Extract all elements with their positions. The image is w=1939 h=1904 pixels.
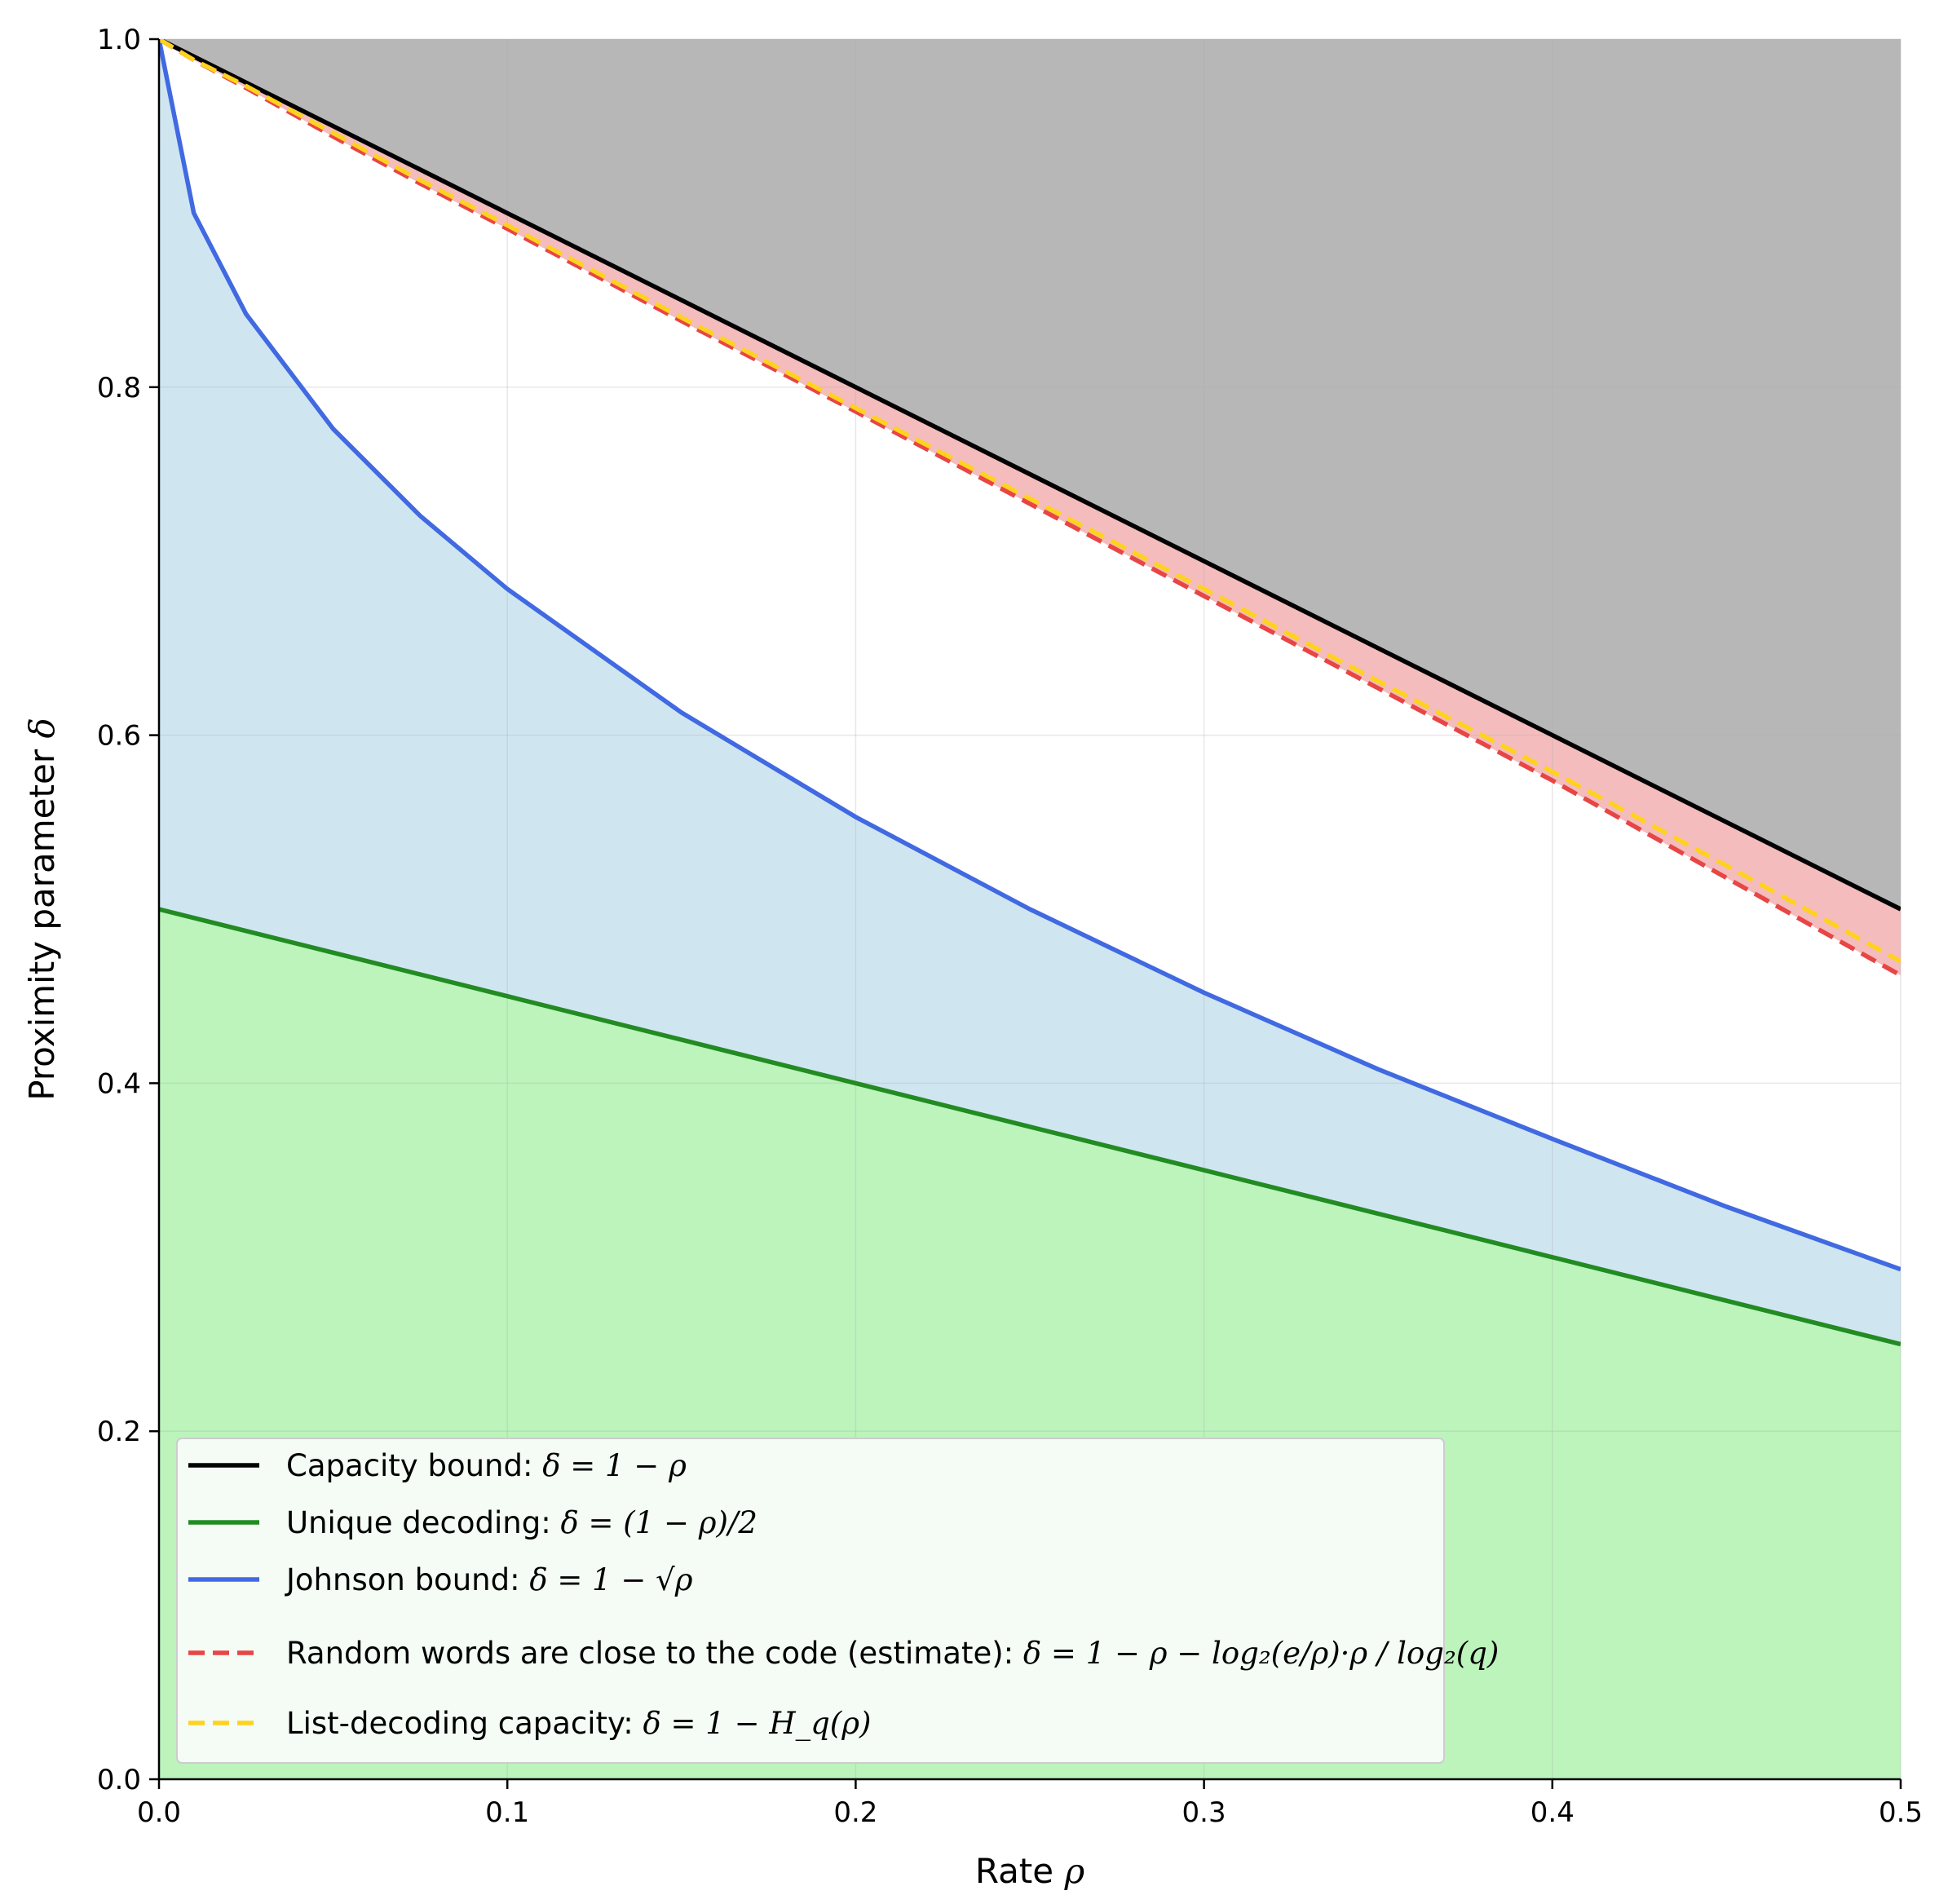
- legend-label-formula: δ = (1 − ρ)/2: [560, 1505, 757, 1540]
- axes-frame: [157, 39, 1901, 1781]
- y-tick-label: 0.6: [97, 720, 141, 753]
- legend-box: [176, 1438, 1445, 1764]
- x-tick-label: 0.1: [485, 1796, 529, 1829]
- x-tick-label: 0.3: [1182, 1796, 1226, 1829]
- legend-label-formula: δ = 1 − ρ − log₂(e/ρ)·ρ / log₂(q): [1023, 1636, 1499, 1671]
- y-tick-label: 0.8: [97, 372, 141, 404]
- legend-label: Johnson bound: δ = 1 − √ρ: [285, 1562, 693, 1597]
- series-line-0: [159, 39, 1901, 912]
- legend-label-formula: δ = 1 − ρ: [542, 1448, 687, 1483]
- legend-label-text: Capacity bound:: [286, 1448, 542, 1483]
- legend-label: List-decoding capacity: δ = 1 − H_q(ρ): [286, 1706, 871, 1742]
- y-tick-label: 0.2: [97, 1416, 141, 1448]
- x-tick-label: 0.0: [137, 1796, 181, 1829]
- y-tick-label: 0.0: [97, 1764, 141, 1796]
- legend-label-text: Random words are close to the code (esti…: [286, 1636, 1023, 1671]
- y-tick-label: 1.0: [97, 24, 141, 56]
- series-line-4: [159, 39, 1901, 964]
- x-axis-label: Rate ρ: [975, 1851, 1085, 1891]
- x-ticks: 0.0 0.1 0.2 0.3 0.4 0.5: [137, 1779, 1923, 1829]
- y-axis-symbol: δ: [22, 718, 62, 738]
- series-line-1: [159, 907, 1901, 1347]
- x-tick-label: 0.2: [833, 1796, 877, 1829]
- series-line-3: [159, 39, 1901, 978]
- series-lines: [159, 39, 1901, 1347]
- legend: Capacity bound: δ = 1 − ρ Unique decoding…: [176, 1438, 1499, 1764]
- legend-label: Unique decoding: δ = (1 − ρ)/2: [286, 1505, 757, 1540]
- x-tick-label: 0.5: [1879, 1796, 1923, 1829]
- legend-label: Capacity bound: δ = 1 − ρ: [286, 1448, 687, 1483]
- x-axis-symbol: ρ: [1063, 1851, 1084, 1891]
- legend-label-text: List-decoding capacity:: [286, 1706, 643, 1741]
- y-ticks: 0.0 0.2 0.4 0.6 0.8 1.0: [97, 24, 159, 1796]
- legend-label-text: Unique decoding:: [286, 1505, 560, 1540]
- legend-label-formula: δ = 1 − √ρ: [529, 1562, 692, 1597]
- y-tick-label: 0.4: [97, 1067, 141, 1100]
- legend-label: Random words are close to the code (esti…: [286, 1636, 1499, 1671]
- y-axis-label: Proximity parameter δ: [22, 718, 62, 1101]
- x-tick-label: 0.4: [1530, 1796, 1575, 1829]
- series-line-2: [159, 39, 1901, 1272]
- legend-label-formula: δ = 1 − H_q(ρ): [643, 1706, 871, 1742]
- legend-label-text: Johnson bound:: [285, 1562, 529, 1597]
